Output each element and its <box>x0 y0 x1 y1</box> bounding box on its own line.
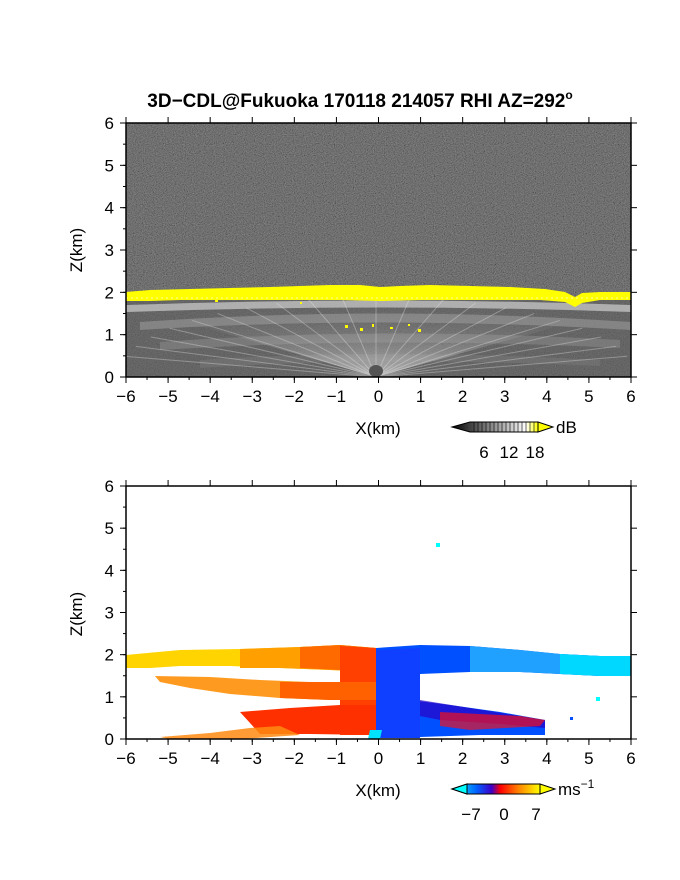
velocity-ticks: −6 −5 −4 −3 −2 −1 0 1 2 3 4 5 6 0 1 2 3 4 5 6 <box>105 477 637 768</box>
backscatter-colorbar-tick: 18 <box>526 443 545 462</box>
x-tick-label: −2 <box>285 749 304 768</box>
x-tick-label: 2 <box>458 387 467 406</box>
figure-title: 3D−CDL@Fukuoka 170118 214057 RHI AZ=292o <box>147 88 572 112</box>
x-tick-label: 6 <box>626 749 635 768</box>
fan-ray <box>126 355 377 377</box>
x-tick-label: −6 <box>116 387 135 406</box>
y-tick-label: 4 <box>105 561 114 580</box>
velocity-colorbar-tick: 7 <box>531 805 540 824</box>
y-tick-label: 0 <box>105 368 114 387</box>
backscatter-colorbar-tick: 6 <box>479 443 488 462</box>
x-tick-label: −3 <box>243 749 262 768</box>
x-tick-label: 6 <box>626 387 635 406</box>
fan-ray <box>192 319 377 377</box>
y-tick-label: 6 <box>105 477 114 496</box>
backscatter-ticks: −6 −5 −4 −3 −2 −1 0 1 2 3 4 5 6 0 1 2 3 4 5 6 <box>105 114 637 406</box>
fan-ray <box>169 327 377 377</box>
x-tick-label: −2 <box>285 387 304 406</box>
fan-ray <box>135 345 377 377</box>
y-tick-label: 6 <box>105 114 114 133</box>
x-tick-label: −3 <box>243 387 262 406</box>
x-tick-label: −5 <box>158 387 177 406</box>
x-tick-label: −1 <box>327 749 346 768</box>
y-tick-label: 1 <box>105 326 114 345</box>
x-tick-label: 3 <box>500 749 509 768</box>
isolated-velocity-point <box>436 543 440 547</box>
aerosol-top-layer <box>126 285 631 307</box>
velocity-xlabel: X(km) <box>355 781 400 800</box>
fan-ray <box>375 345 617 377</box>
fan-ray <box>375 313 535 377</box>
x-tick-label: 5 <box>584 749 593 768</box>
velocity-colorbar-unit: ms−1 <box>558 777 595 799</box>
fan-ray <box>375 299 444 377</box>
y-tick-label: 1 <box>105 688 114 707</box>
x-tick-label: 4 <box>542 749 551 768</box>
x-tick-label: 1 <box>416 749 425 768</box>
y-tick-label: 3 <box>105 241 114 260</box>
y-tick-label: 4 <box>105 199 114 218</box>
fan-ray <box>375 307 507 377</box>
backscatter-xlabel: X(km) <box>355 419 400 438</box>
fan-ray <box>276 302 377 377</box>
fan-ray <box>375 297 411 377</box>
velocity-colorbar-tick: 0 <box>499 805 508 824</box>
velocity-panel: −6 −5 −4 −3 −2 −1 0 1 2 3 4 5 6 0 1 2 3 4 5 6 Z(km) X(km) m… <box>67 477 637 824</box>
fan-ray <box>308 299 377 377</box>
x-tick-label: −4 <box>200 749 219 768</box>
x-tick-label: 0 <box>374 387 383 406</box>
fan-ray <box>375 302 476 377</box>
y-tick-label: 5 <box>105 519 114 538</box>
fan-ray <box>375 336 602 377</box>
fan-ray <box>341 297 377 377</box>
x-tick-label: 4 <box>542 387 551 406</box>
x-tick-label: −1 <box>327 387 346 406</box>
velocity-ylabel: Z(km) <box>67 592 86 636</box>
backscatter-field <box>126 123 631 377</box>
velocity-colorbar: ms−1 −7 0 7 <box>450 777 595 824</box>
y-tick-label: 5 <box>105 156 114 175</box>
x-tick-label: −5 <box>158 749 177 768</box>
x-tick-label: 3 <box>500 387 509 406</box>
y-tick-label: 2 <box>105 646 114 665</box>
fan-ray <box>375 319 560 377</box>
fan-ray <box>217 313 377 377</box>
backscatter-colorbar-unit: dB <box>556 418 577 437</box>
y-tick-label: 0 <box>105 730 114 749</box>
x-tick-label: 1 <box>416 387 425 406</box>
x-tick-label: 0 <box>374 749 383 768</box>
backscatter-ylabel: Z(km) <box>67 228 86 272</box>
x-tick-label: 5 <box>584 387 593 406</box>
fan-ray <box>245 307 377 377</box>
velocity-field <box>126 486 631 739</box>
fan-ray <box>150 336 377 377</box>
backscatter-colorbar: dB 6 12 18 <box>450 418 577 462</box>
y-tick-label: 3 <box>105 604 114 623</box>
fan-ray <box>375 355 628 377</box>
velocity-colorbar-tick: −7 <box>461 805 480 824</box>
y-tick-label: 2 <box>105 283 114 302</box>
x-tick-label: −4 <box>200 387 219 406</box>
fan-ray <box>375 327 583 377</box>
x-tick-label: −6 <box>116 749 135 768</box>
backscatter-colorbar-tick: 12 <box>500 443 519 462</box>
x-tick-label: 2 <box>458 749 467 768</box>
yellow-speckles <box>215 300 421 332</box>
